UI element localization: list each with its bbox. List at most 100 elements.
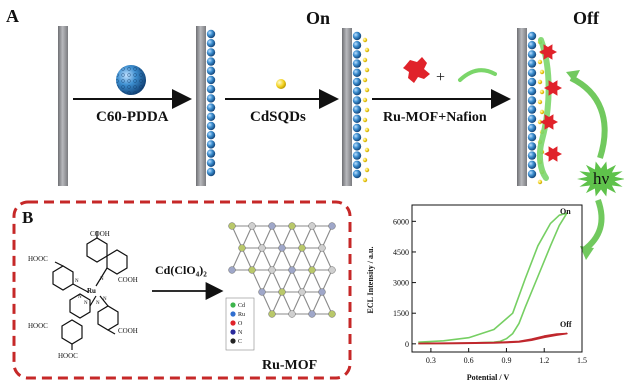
lattice-bond: [251, 225, 263, 249]
c60-sphere: [527, 96, 537, 105]
y-tick-label: 4500: [393, 248, 409, 257]
series-line-off: [418, 332, 568, 345]
legend-cd: Cd: [238, 303, 245, 309]
legend-n: N: [238, 330, 243, 336]
quantum-dot: [537, 59, 543, 65]
panel-a-label: A: [6, 6, 19, 26]
panel-b: B COOH HOOC COOH HOOC COOH HOOC Ru N N N…: [12, 200, 352, 380]
lattice-node: [318, 244, 326, 252]
lattice-node: [298, 288, 306, 296]
lattice-bond: [281, 291, 293, 315]
lattice-bond: [291, 291, 303, 315]
x-tick-label: 1.5: [577, 356, 587, 365]
y-tick-label: 6000: [393, 217, 409, 226]
lattice-node: [278, 288, 286, 296]
lattice-node: [328, 266, 336, 274]
ru-mof-layer: [539, 44, 562, 162]
c60-sphere: [352, 50, 362, 59]
quantum-dot: [364, 107, 370, 113]
quantum-dot: [364, 47, 370, 53]
c60-sphere: [527, 169, 537, 179]
ru-mof-crystal-lattice: [228, 222, 336, 318]
qd-electrode: [342, 28, 352, 186]
n-label-6: N: [96, 301, 100, 306]
light-label: hν: [593, 169, 610, 188]
quantum-dot: [539, 69, 545, 75]
quantum-dot: [362, 37, 368, 43]
c60-sphere: [206, 140, 216, 149]
lattice-bond: [321, 225, 333, 249]
lattice-bond: [281, 247, 293, 271]
lattice-bond: [291, 225, 303, 249]
nafion-film: [536, 37, 552, 181]
c60-sphere: [527, 77, 537, 87]
quantum-dot: [362, 117, 368, 123]
n-label-4: N: [103, 297, 107, 302]
x-tick-label: 0.9: [501, 356, 511, 365]
lattice-node: [308, 310, 316, 318]
panel-a: A C60-PDDA CdSQDs On + Ru-MOF+Nafion Of: [6, 6, 624, 260]
lattice-bond: [261, 269, 273, 293]
c60-sphere: [352, 151, 362, 160]
x-tick-label: 1.2: [539, 356, 549, 365]
x-tick-label: 0.6: [464, 356, 474, 365]
c60-sphere: [527, 142, 537, 151]
ecl-chart: 0 1500 3000 4500 6000 0.3 0.6 0.9 1.2 1.5 Potent…: [366, 204, 587, 382]
ru-mof-particle: [539, 44, 557, 60]
c60-sphere: [527, 160, 537, 169]
lattice-bond: [271, 247, 283, 271]
c60-sphere: [206, 85, 216, 94]
c60-sphere: [352, 133, 362, 142]
c60-sphere: [527, 123, 537, 133]
lattice-node: [308, 222, 316, 230]
c60-sphere: [352, 59, 362, 68]
light-burst-icon: [577, 161, 624, 197]
ru-mof-icon: [403, 57, 430, 83]
lattice-node: [318, 288, 326, 296]
c60-sphere: [352, 87, 362, 96]
c60-sphere: [206, 94, 216, 103]
c60-sphere: [206, 158, 216, 167]
ru-bipyridine-complex: [52, 231, 128, 350]
c60-sphere: [352, 142, 362, 151]
quantum-dot: [539, 89, 545, 95]
panel-b-dashed-box: [12, 200, 352, 380]
lattice-bond: [301, 269, 313, 293]
quantum-dot-icon: [276, 79, 286, 89]
lattice-node: [278, 244, 286, 252]
lattice-node: [288, 222, 296, 230]
state-on-label: On: [306, 8, 330, 28]
c60-sphere: [527, 114, 537, 124]
c60-sphere: [206, 121, 216, 131]
lattice-node: [228, 266, 236, 274]
series-line-on: [418, 212, 568, 345]
lattice-bond: [281, 225, 293, 249]
c60-sphere: [352, 105, 362, 114]
hooc-label-3: HOOC: [58, 352, 78, 360]
c60-sphere: [206, 29, 216, 39]
lattice-bond: [301, 225, 313, 249]
c60-sphere: [527, 87, 537, 96]
lattice-bond: [291, 247, 303, 271]
lattice-node: [248, 266, 256, 274]
c60-sphere: [527, 105, 537, 114]
element-legend: [225, 297, 255, 351]
quantum-dot-layer: [362, 37, 370, 183]
light-arc-lower: [582, 198, 605, 253]
c60-sphere: [206, 149, 216, 158]
x-axis-ticks: 0.3 0.6 0.9 1.2 1.5: [426, 348, 587, 365]
quantum-dot: [362, 77, 368, 83]
lattice-node: [298, 244, 306, 252]
step1-label: C60-PDDA: [96, 109, 169, 125]
c60-sphere: [527, 68, 537, 78]
lattice-bond: [321, 247, 333, 271]
lattice-node: [288, 310, 296, 318]
lattice-bond: [261, 225, 273, 249]
lattice-bond: [281, 269, 293, 293]
lattice-node: [268, 266, 276, 274]
plus-sign: +: [436, 69, 445, 86]
legend-c: C: [238, 339, 242, 345]
c60-sphere: [352, 160, 362, 169]
chart-series: [418, 212, 568, 345]
